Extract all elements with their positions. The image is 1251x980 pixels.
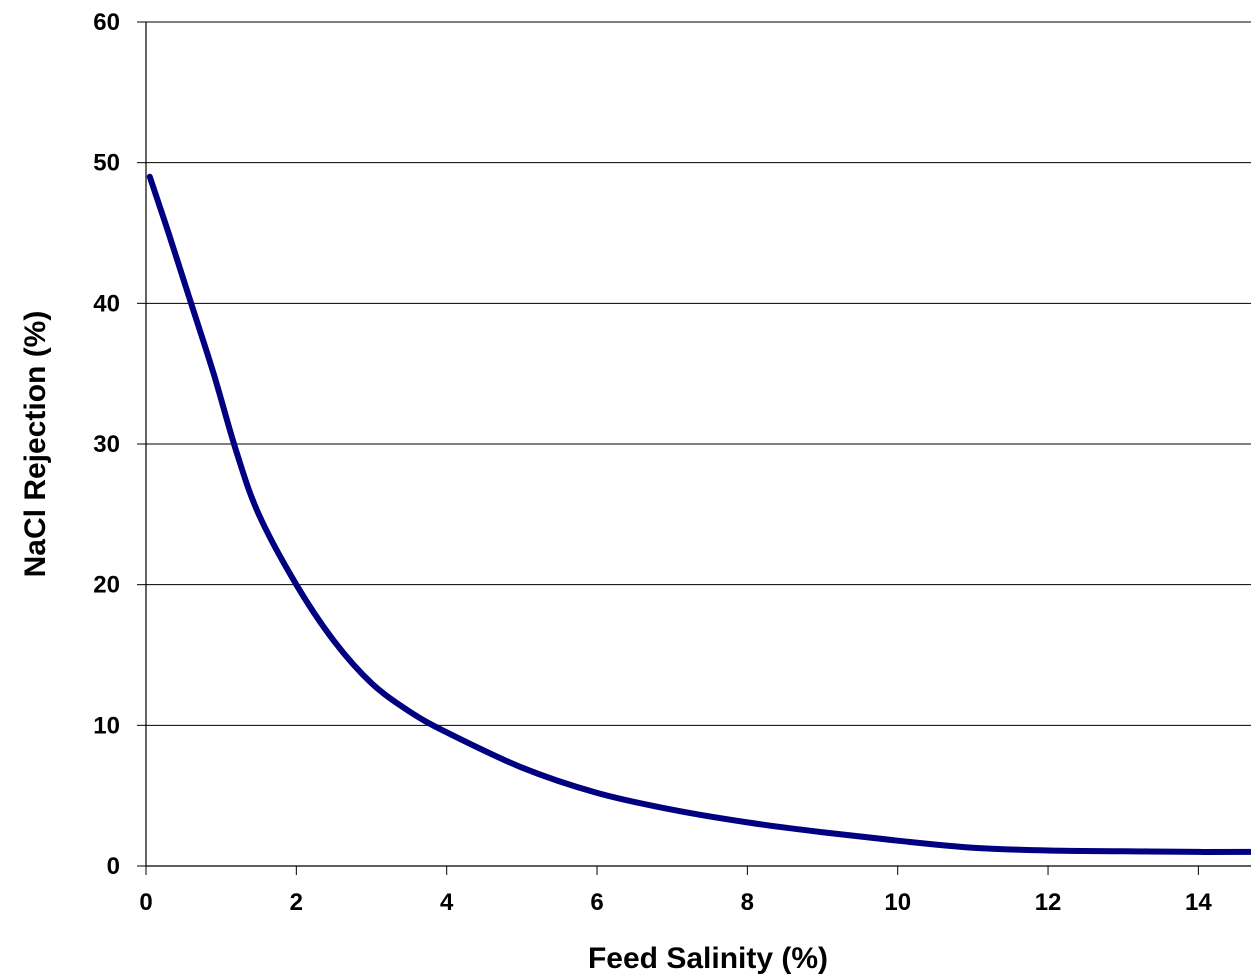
y-tick-label-4: 40	[93, 290, 120, 317]
x-tick-label-5: 10	[884, 889, 911, 916]
x-tick-label-4: 8	[741, 889, 754, 916]
y-tick-label-1: 10	[93, 712, 120, 739]
x-axis-title: Feed Salinity (%)	[588, 942, 828, 975]
y-tick-label-3: 30	[93, 431, 120, 458]
x-tick-labels: 0 2 4 6 8 10 12 14	[139, 889, 1212, 916]
x-tick-label-0: 0	[139, 889, 152, 916]
y-tick-label-0: 0	[107, 853, 120, 880]
x-tick-label-7: 14	[1185, 889, 1212, 916]
y-tick-label-6: 60	[93, 9, 120, 36]
gridlines	[146, 21, 1251, 726]
x-tick-label-6: 12	[1035, 889, 1062, 916]
y-tick-labels: 0 10 20 30 40 50 60	[93, 9, 120, 880]
y-tick-label-2: 20	[93, 572, 120, 599]
series-line-0	[146, 173, 1251, 855]
x-tick-label-1: 2	[290, 889, 303, 916]
x-tick-label-3: 6	[590, 889, 603, 916]
series-group	[146, 173, 1251, 855]
y-axis-title: NaCl Rejection (%)	[19, 311, 52, 578]
y-tick-label-5: 50	[93, 150, 120, 177]
axes	[137, 21, 1251, 875]
x-tick-label-2: 4	[440, 889, 454, 916]
